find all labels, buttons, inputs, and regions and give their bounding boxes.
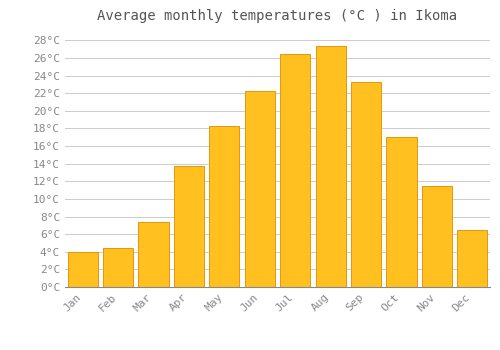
Bar (138, 222, 168, 287)
Bar (457, 230, 488, 287)
Bar (174, 166, 204, 287)
Bar (210, 126, 240, 287)
Bar (103, 248, 133, 287)
Bar (351, 82, 381, 287)
Bar (386, 137, 416, 287)
Bar (68, 252, 98, 287)
Bar (316, 46, 346, 287)
Bar (280, 54, 310, 287)
Bar (422, 186, 452, 287)
Bar (244, 91, 275, 287)
Title: Average monthly temperatures (°C ) in Ikoma: Average monthly temperatures (°C ) in Ik… (98, 9, 458, 23)
